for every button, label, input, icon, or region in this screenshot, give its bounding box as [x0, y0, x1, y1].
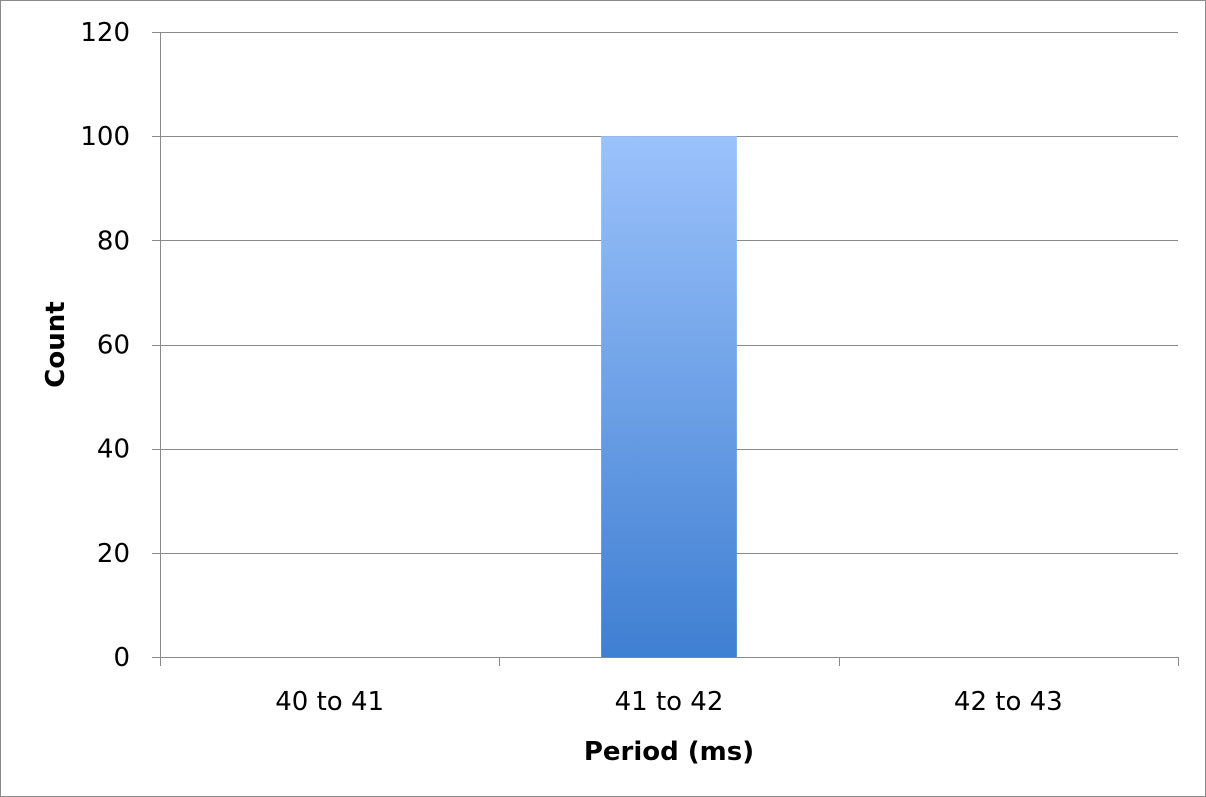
- bars: [601, 136, 737, 657]
- y-tick-label: 40: [97, 435, 130, 465]
- axes: [160, 32, 1178, 658]
- y-tick-label: 80: [97, 226, 130, 256]
- y-axis-ticks: 0 20 40 60 80 100 120: [80, 18, 160, 673]
- y-tick-label: 120: [80, 18, 130, 48]
- y-axis-title: Count: [41, 301, 71, 387]
- x-tick-label: 41 to 42: [615, 687, 724, 717]
- bar-1: [601, 136, 737, 657]
- y-tick-label: 0: [113, 643, 130, 673]
- y-tick-label: 60: [97, 331, 130, 361]
- x-tick-label: 40 to 41: [275, 687, 384, 717]
- x-axis-ticks: 40 to 41 41 to 42 42 to 43: [160, 657, 1179, 717]
- x-tick-label: 42 to 43: [954, 687, 1063, 717]
- y-tick-label: 100: [80, 122, 130, 152]
- x-axis-title: Period (ms): [584, 737, 754, 767]
- y-tick-label: 20: [97, 539, 130, 569]
